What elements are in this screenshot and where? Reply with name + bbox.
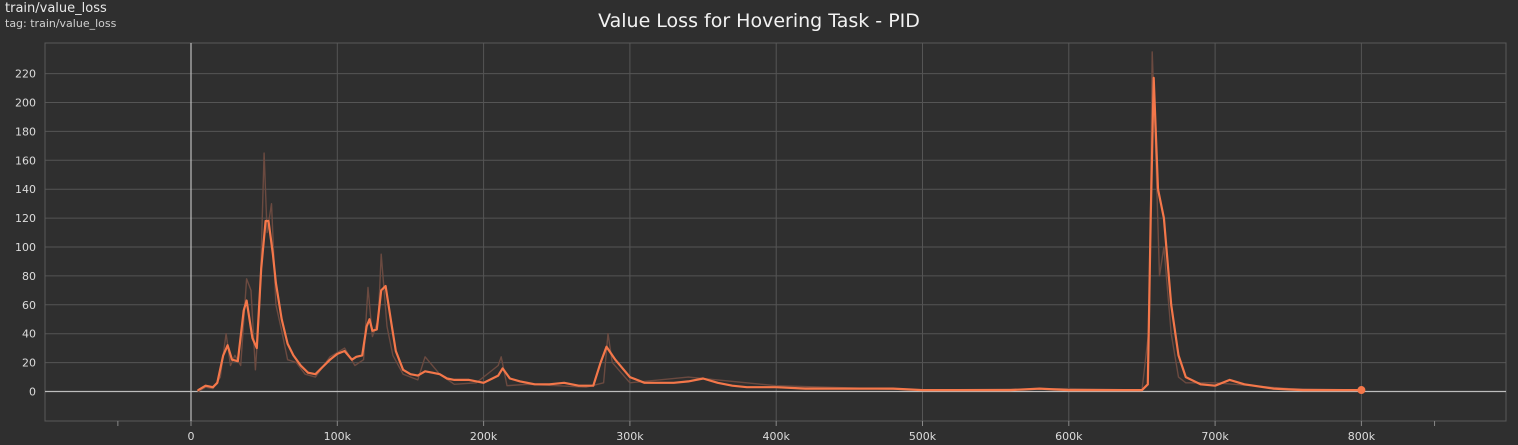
y-tick-label: 60 bbox=[22, 299, 36, 312]
series-group bbox=[197, 51, 1366, 395]
y-axis-ticks: 0 20 40 60 80 100 120 140 160 180 200 220 bbox=[15, 68, 36, 399]
run-name: train/value_loss bbox=[5, 1, 107, 16]
y-tick-label: 0 bbox=[29, 386, 36, 399]
x-tick-label: 200k bbox=[470, 430, 498, 443]
axes bbox=[44, 42, 1507, 422]
tag-label: tag: train/value_loss bbox=[5, 17, 117, 30]
y-tick-label: 200 bbox=[15, 97, 36, 110]
smoothed-series-line bbox=[197, 76, 1363, 392]
y-tick-label: 140 bbox=[15, 183, 36, 196]
x-tick-label: 600k bbox=[1055, 430, 1083, 443]
plot-frame bbox=[44, 42, 1507, 422]
x-axis-ticks: 0 100k 200k 300k 400k 500k 600k 700k 800k bbox=[117, 421, 1436, 443]
y-tick-label: 160 bbox=[15, 154, 36, 167]
chart-title: Value Loss for Hovering Task - PID bbox=[598, 10, 920, 32]
y-tick-label: 120 bbox=[15, 212, 36, 225]
y-tick-label: 220 bbox=[15, 68, 36, 81]
last-point-marker[interactable] bbox=[1357, 386, 1366, 395]
grid-lines bbox=[45, 43, 1506, 421]
y-tick-label: 40 bbox=[22, 328, 36, 341]
x-tick-label: 500k bbox=[909, 430, 937, 443]
x-tick-label: 700k bbox=[1201, 430, 1229, 443]
x-tick-label: 300k bbox=[616, 430, 644, 443]
y-tick-label: 100 bbox=[15, 241, 36, 254]
x-tick-label: 100k bbox=[324, 430, 352, 443]
y-tick-label: 180 bbox=[15, 125, 36, 138]
chart-header: train/value_loss tag: train/value_loss bbox=[5, 2, 116, 29]
x-tick-label: 800k bbox=[1348, 430, 1376, 443]
x-tick-label: 0 bbox=[188, 430, 195, 443]
y-tick-label: 80 bbox=[22, 270, 36, 283]
y-tick-label: 20 bbox=[22, 357, 36, 370]
x-tick-label: 400k bbox=[763, 430, 791, 443]
